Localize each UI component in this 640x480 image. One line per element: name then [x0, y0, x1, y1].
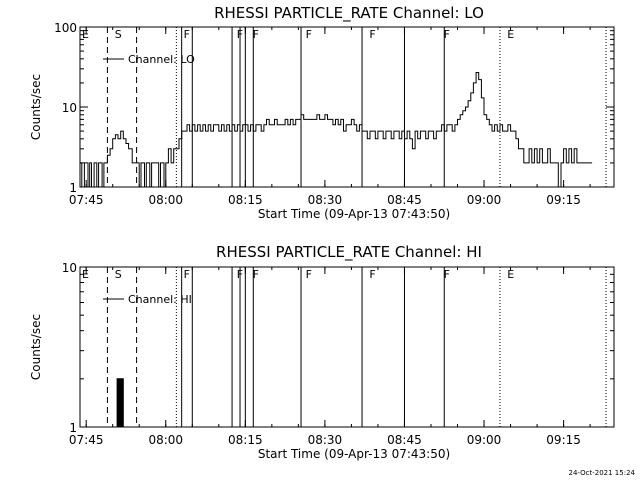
lo-x-tick-label: 07:45	[69, 193, 104, 207]
lo-flag-f-label: F	[444, 28, 450, 41]
hi-flag-f-label: F	[444, 268, 450, 281]
hi-count-rate-line	[116, 378, 126, 428]
hi-flag-f-label: F	[306, 268, 312, 281]
lo-x-tick-label: 08:45	[387, 193, 422, 207]
hi-flag-s-label: S	[115, 268, 122, 281]
lo-y-tick-label: 1	[69, 181, 77, 195]
lo-flag-f-label: F	[253, 28, 259, 41]
hi-x-tick-label: 08:45	[387, 433, 422, 447]
lo-x-tick-label: 08:15	[228, 193, 263, 207]
hi-flag-e-label: E	[82, 268, 89, 281]
lo-flag-s-label: S	[115, 28, 122, 41]
hi-x-tick-label: 08:00	[148, 433, 183, 447]
hi-flag-f-label: F	[184, 268, 190, 281]
lo-chart-title: RHESSI PARTICLE_RATE Channel: LO	[214, 4, 484, 23]
lo-x-tick-label: 09:15	[546, 193, 581, 207]
lo-legend-label: Channel: LO	[128, 53, 195, 66]
hi-flag-e-label: E	[507, 268, 514, 281]
lo-flag-f-label: F	[184, 28, 190, 41]
lo-y-axis-label: Counts/sec	[29, 74, 43, 140]
hi-flag-f-label: F	[237, 268, 243, 281]
hi-y-axis-label: Counts/sec	[29, 314, 43, 380]
hi-y-tick-label: 1	[69, 421, 77, 435]
hi-chart-title: RHESSI PARTICLE_RATE Channel: HI	[216, 243, 482, 262]
lo-y-tick-label: 10	[62, 101, 77, 115]
lo-x-tick-label: 08:30	[308, 193, 343, 207]
lo-channel-panel: RHESSI PARTICLE_RATE Channel: LO 07:45 08…	[29, 4, 615, 221]
hi-flag-f-label: F	[369, 268, 375, 281]
hi-x-axis-label: Start Time (09-Apr-13 07:43:50)	[258, 447, 450, 461]
lo-count-rate-line	[80, 72, 593, 188]
hi-legend-label: Channel: HI	[128, 293, 192, 306]
lo-y-tick-label: 100	[54, 21, 77, 35]
footer-timestamp: 24-Oct-2021 15:24	[569, 469, 636, 477]
lo-flag-e-label: E	[507, 28, 514, 41]
lo-flag-f-label: F	[237, 28, 243, 41]
lo-flag-f-label: F	[369, 28, 375, 41]
hi-x-tick-label: 09:00	[467, 433, 502, 447]
hi-y-tick-label: 10	[62, 261, 77, 275]
lo-x-tick-label: 08:00	[148, 193, 183, 207]
lo-x-tick-label: 09:00	[467, 193, 502, 207]
hi-x-tick-label: 09:15	[546, 433, 581, 447]
lo-flag-f-label: F	[306, 28, 312, 41]
hi-plot-frame	[79, 266, 615, 428]
hi-x-tick-label: 08:30	[308, 433, 343, 447]
hi-x-tick-label: 08:15	[228, 433, 263, 447]
lo-x-axis-label: Start Time (09-Apr-13 07:43:50)	[258, 207, 450, 221]
hi-flag-f-label: F	[253, 268, 259, 281]
hi-channel-panel: RHESSI PARTICLE_RATE Channel: HI 07:45 08…	[29, 243, 615, 461]
hi-x-tick-label: 07:45	[69, 433, 104, 447]
lo-flag-e-label: E	[82, 28, 89, 41]
